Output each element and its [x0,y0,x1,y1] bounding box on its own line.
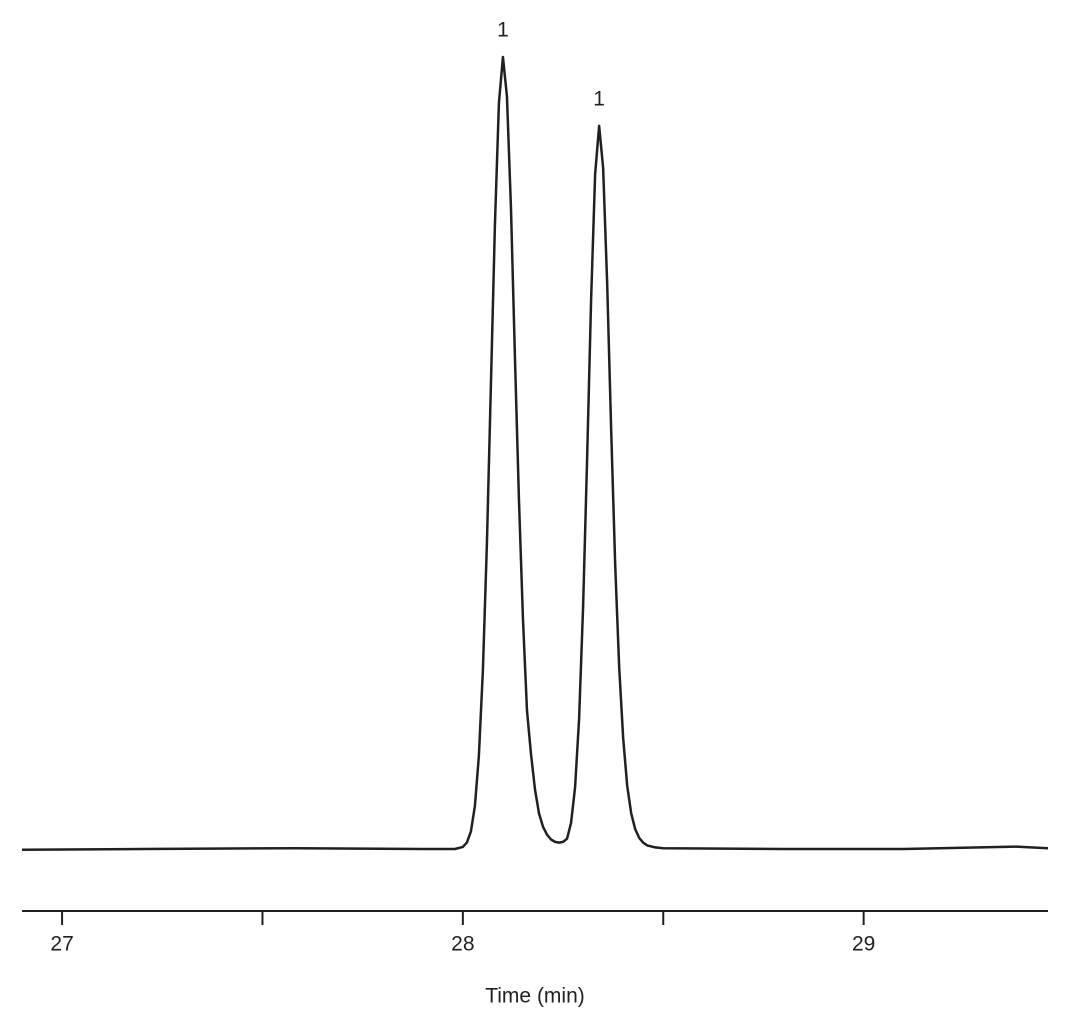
peak-label: 1 [593,87,605,110]
x-tick-label: 28 [451,933,474,956]
peak-label: 1 [497,19,509,42]
x-tick-label: 27 [50,933,73,956]
x-tick-label: 29 [852,933,875,956]
x-axis-title: Time (min) [485,985,585,1008]
chromatogram-line [21,55,1049,852]
